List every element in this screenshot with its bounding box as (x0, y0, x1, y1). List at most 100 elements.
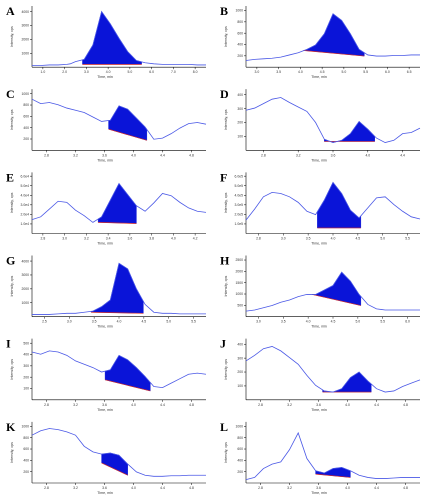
y-tick-label: 200 (237, 470, 243, 474)
y-tick-label: 200 (237, 121, 243, 125)
x-axis-label: Time, min (311, 158, 327, 162)
x-tick-label: 4.8 (403, 486, 408, 490)
x-tick-label: 4.4 (374, 403, 379, 407)
y-tick-label: 400 (237, 459, 243, 463)
x-tick-label: 4.0 (106, 70, 111, 74)
y-tick-label: 200 (23, 375, 29, 379)
panel-l: L 200 400 600 800 1000 2.8 3.2 3.6 4.0 4.4 4.8 Time,… (220, 420, 420, 495)
x-tick-label: 4.4 (374, 486, 379, 490)
y-axis-label: Intensity, cps (10, 442, 14, 463)
y-axis-label: Intensity, cps (10, 359, 14, 380)
y-tick-label: 3.0e4 (21, 203, 30, 207)
integration-baseline (108, 128, 147, 141)
integrated-peak-area (101, 452, 128, 476)
x-tick-label: 4.5 (320, 70, 325, 74)
x-tick-label: 5.5 (405, 237, 410, 241)
panel-e: E 1.0e4 2.0e4 3.0e4 4.0e4 5.0e4 6.0e4 2.8 3.0 3.2… (6, 170, 207, 246)
panel-letter: L (220, 420, 228, 434)
x-tick-label: 5.5 (191, 320, 196, 324)
y-tick-label: 1.0e4 (21, 222, 30, 226)
integration-baseline (303, 50, 365, 57)
y-axis-label: Intensity, cps (224, 26, 228, 47)
x-tick-label: 4.0 (298, 70, 303, 74)
y-tick-label: 400 (23, 126, 29, 130)
x-tick-label: 3.6 (316, 486, 321, 490)
y-tick-label: 3.0e5 (235, 203, 244, 207)
x-tick-label: 6.0 (149, 70, 154, 74)
x-tick-label: 3.2 (84, 237, 89, 241)
x-tick-label: 2.8 (258, 486, 263, 490)
x-tick-label: 4.8 (189, 153, 194, 157)
x-tick-label: 3.5 (281, 320, 286, 324)
chromatogram-trace (245, 271, 420, 312)
x-tick-label: 3.5 (306, 237, 311, 241)
panel-c: C 200 400 600 800 1000 2.8 3.2 3.6 4.0 4.4 4.8 Time,… (6, 87, 207, 162)
y-tick-label: 2000 (235, 270, 243, 274)
panel-f: F 1.0e5 2.0e5 3.0e5 4.0e5 5.0e5 6.0e5 2.8 3.0 3.5… (220, 170, 421, 246)
x-tick-label: 4.0 (131, 486, 136, 490)
y-tick-label: 100 (237, 384, 243, 388)
y-axis-label: Intensity, cps (224, 359, 228, 380)
integrated-peak-area (324, 121, 375, 143)
x-tick-label: 4.8 (403, 403, 408, 407)
x-tick-label: 3.6 (316, 403, 321, 407)
x-tick-label: 3.4 (106, 237, 111, 241)
panel-letter: H (220, 254, 230, 268)
x-axis-label: Time, min (97, 158, 113, 162)
chromatogram-trace (245, 431, 420, 481)
y-tick-label: 800 (23, 436, 29, 440)
panel-letter: K (6, 420, 16, 434)
y-tick-label: 1000 (21, 301, 29, 305)
x-axis-label: Time, min (97, 491, 113, 495)
y-tick-label: 1000 (235, 9, 243, 13)
y-axis-label: Intensity, cps (10, 192, 14, 213)
x-axis-label: Time, min (311, 491, 327, 495)
chromatogram-trace (31, 350, 207, 389)
y-axis-label: Intensity, cps (224, 192, 228, 213)
x-tick-label: 3.5 (276, 70, 281, 74)
integration-baseline (315, 473, 351, 478)
x-tick-label: 3.0 (256, 320, 261, 324)
panel-letter: J (220, 337, 226, 351)
y-tick-label: 800 (237, 436, 243, 440)
x-tick-label: 3.0 (84, 70, 89, 74)
x-tick-label: 3.0 (281, 237, 286, 241)
y-tick-label: 400 (23, 353, 29, 357)
x-axis-label: Time, min (311, 75, 327, 79)
y-tick-label: 600 (23, 447, 29, 451)
chromatogram-trace (32, 262, 206, 315)
x-tick-label: 4.0 (365, 153, 370, 157)
x-tick-label: 4.4 (160, 486, 165, 490)
y-tick-label: 6.0e5 (235, 174, 244, 178)
y-tick-label: 300 (237, 107, 243, 111)
y-tick-label: 400 (23, 459, 29, 463)
integrated-peak-area (303, 13, 365, 57)
x-tick-label: 4.4 (160, 153, 165, 157)
x-tick-label: 4.5 (331, 320, 336, 324)
y-tick-label: 100 (237, 135, 243, 139)
integrated-peak-area (97, 183, 137, 224)
x-axis-label: Time, min (311, 408, 327, 412)
y-axis-label: Intensity, cps (224, 109, 228, 130)
x-tick-label: 5.0 (380, 237, 385, 241)
x-axis-label: Time, min (97, 325, 113, 329)
chromatogram-trace (31, 182, 207, 223)
x-tick-label: 3.2 (73, 153, 78, 157)
x-tick-label: 5.0 (355, 320, 360, 324)
y-tick-label: 1000 (21, 51, 29, 55)
panel-k: K 200 400 600 800 1000 2.8 3.2 3.6 4.0 4.4 4.8 Time,… (6, 420, 206, 495)
y-tick-label: 1000 (21, 425, 29, 429)
x-tick-label: 3.8 (149, 237, 154, 241)
y-tick-label: 2.0e4 (21, 213, 30, 217)
panel-letter: D (220, 87, 229, 101)
x-axis-label: Time, min (97, 75, 113, 79)
x-tick-label: 5.5 (363, 70, 368, 74)
x-tick-label: 4.0 (331, 237, 336, 241)
y-tick-label: 3000 (21, 273, 29, 277)
y-tick-label: 800 (237, 20, 243, 24)
x-tick-label: 5.5 (380, 320, 385, 324)
y-tick-label: 600 (23, 115, 29, 119)
y-tick-label: 200 (23, 137, 29, 141)
y-axis-label: Intensity, cps (10, 276, 14, 297)
chromatogram-trace (31, 428, 206, 477)
